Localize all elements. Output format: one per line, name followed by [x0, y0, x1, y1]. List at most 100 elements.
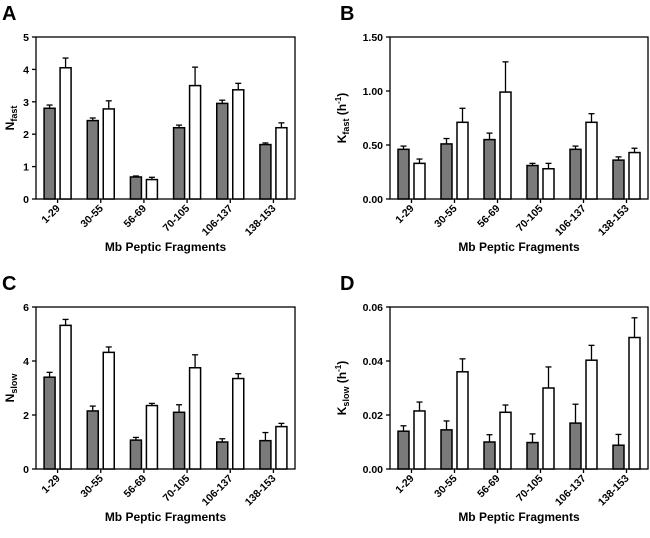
- bar-gray: [216, 102, 229, 200]
- y-tick-label: 4: [23, 356, 29, 368]
- x-axis-label: Mb Peptic Fragments: [458, 240, 580, 254]
- y-label-main: N: [3, 394, 17, 403]
- bar-white: [232, 89, 245, 200]
- bar-gray: [259, 439, 272, 470]
- bar-white: [456, 121, 469, 200]
- y-tick-label: 3: [23, 97, 29, 109]
- y-tick-label: 2: [23, 410, 29, 422]
- y-tick-label: 0: [23, 194, 29, 206]
- x-tick-label: 1-29: [39, 203, 62, 226]
- x-tick-label: 106-137: [553, 473, 589, 509]
- y-tick-label: 6: [23, 302, 29, 314]
- panel-letter: D: [340, 273, 354, 295]
- x-tick-label: 30-55: [432, 473, 460, 501]
- x-tick-label: 138-153: [243, 473, 279, 509]
- bar-gray: [526, 164, 539, 200]
- panel-c: C 0 2 4 6 Nslow 1-29 30-55 56-69 70-105 106-137 138…: [2, 273, 296, 524]
- x-tick-label: 56-69: [475, 473, 503, 501]
- panel-b: B 0.00 0.50 1.00 1.50 Kfast (h-1) 1-29 30-55 56-…: [334, 3, 649, 254]
- y-tick-label: 0.06: [363, 302, 384, 314]
- x-tick-label: 1-29: [393, 473, 416, 496]
- bar-white: [585, 359, 598, 470]
- bar-gray: [216, 441, 229, 470]
- bar-white: [275, 425, 288, 470]
- y-tick-label: 0.00: [363, 464, 384, 476]
- x-tick-label: 106-137: [200, 473, 236, 509]
- bar-white: [413, 410, 426, 470]
- y-tick-label: 5: [23, 32, 29, 44]
- bar-white: [275, 126, 288, 200]
- y-axis-label: Kfast (h-1): [334, 93, 351, 143]
- y-tick-label: 1.50: [363, 32, 384, 44]
- bar-gray: [483, 441, 496, 470]
- bar-gray: [612, 444, 625, 470]
- bar-gray: [129, 439, 143, 470]
- y-label-tail: ): [335, 93, 349, 97]
- bar-white: [102, 108, 115, 200]
- x-tick-label: 138-153: [596, 203, 632, 239]
- bar-white: [585, 121, 598, 200]
- bar-gray: [569, 148, 582, 200]
- x-tick-label: 70-105: [161, 203, 193, 235]
- y-label-main: K: [335, 406, 349, 415]
- bar-gray: [440, 143, 453, 200]
- bar-white: [499, 411, 512, 470]
- y-label-sup: -1: [334, 364, 343, 372]
- panel-letter: C: [2, 273, 16, 295]
- y-label-sub: fast: [341, 119, 351, 135]
- y-label-tail: ): [335, 361, 349, 365]
- bar-gray: [43, 376, 56, 470]
- panel-letter: B: [340, 3, 354, 25]
- y-label-sub: slow: [341, 386, 351, 407]
- bar-gray: [397, 430, 410, 470]
- bar-gray: [86, 119, 99, 200]
- y-label-sub: slow: [9, 373, 19, 394]
- x-tick-label: 30-55: [432, 203, 460, 231]
- plot-frame: [389, 306, 649, 470]
- x-tick-label: 30-55: [78, 203, 106, 231]
- x-tick-label: 56-69: [122, 203, 150, 231]
- y-tick-label: 0.00: [363, 194, 384, 206]
- x-tick-label: 138-153: [596, 473, 632, 509]
- bar-white: [628, 151, 641, 200]
- x-tick-label: 70-105: [514, 473, 546, 505]
- bar-white: [145, 178, 159, 200]
- panel-a: A 0 1 2 3 4 5 Nfast 1-29 30-55 56-69 70-105 106-137 1…: [2, 3, 296, 254]
- bar-white: [59, 324, 72, 470]
- bar-gray: [129, 176, 143, 200]
- panel-letter: A: [2, 3, 16, 25]
- y-label-sub: fast: [9, 106, 19, 122]
- y-tick-label: 0.02: [363, 410, 384, 422]
- y-tick-label: 1.00: [363, 86, 384, 98]
- bar-gray: [440, 429, 453, 470]
- bar-white: [188, 367, 202, 470]
- bar-gray: [259, 143, 272, 200]
- x-tick-label: 138-153: [243, 203, 279, 239]
- bar-white: [413, 162, 426, 200]
- bar-white: [456, 371, 469, 470]
- x-tick-label: 1-29: [393, 203, 416, 226]
- bar-gray: [43, 107, 56, 200]
- bar-white: [499, 91, 512, 200]
- y-axis-label: Kslow (h-1): [334, 361, 351, 415]
- y-label-sup: -1: [334, 96, 343, 104]
- bar-white: [145, 404, 159, 470]
- bar-white: [188, 84, 202, 200]
- bar-white: [628, 336, 641, 470]
- y-tick-label: 0: [23, 464, 29, 476]
- y-label-unit: (h: [335, 372, 349, 387]
- bar-white: [59, 67, 72, 200]
- y-label-main: N: [3, 122, 17, 131]
- x-tick-label: 56-69: [122, 473, 150, 501]
- x-tick-label: 70-105: [514, 203, 546, 235]
- y-tick-label: 1: [23, 162, 29, 174]
- bar-gray: [483, 138, 496, 200]
- bar-white: [232, 377, 245, 470]
- x-axis-label: Mb Peptic Fragments: [458, 510, 580, 524]
- panel-d: D 0.00 0.02 0.04 0.06 Kslow (h-1) 1-29 30-55 56-…: [334, 273, 649, 524]
- bar-gray: [526, 441, 539, 470]
- bar-white: [102, 351, 115, 470]
- plot-frame: [35, 36, 296, 200]
- x-axis-label: Mb Peptic Fragments: [105, 240, 227, 254]
